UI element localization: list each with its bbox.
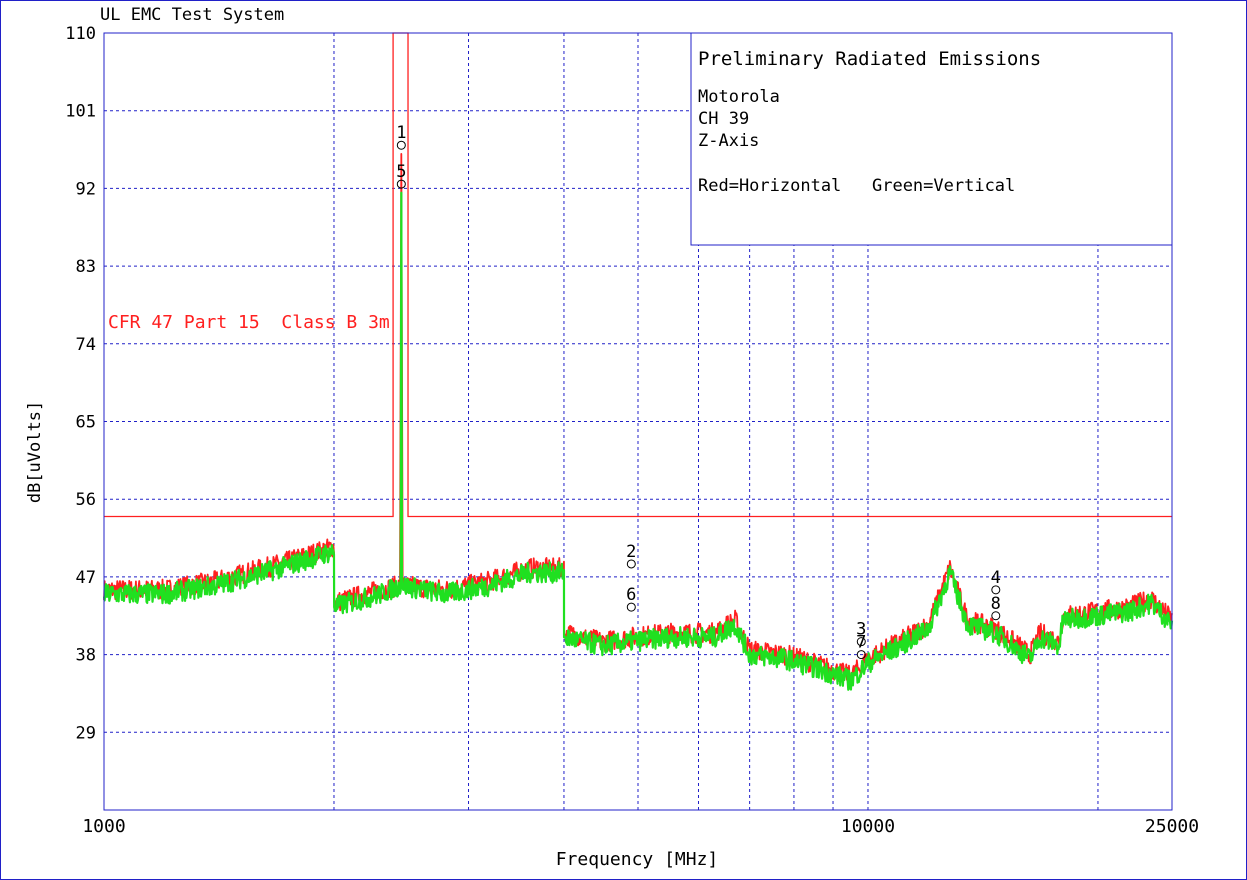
marker-label: 3 (856, 620, 866, 640)
y-tick-label: 38 (76, 646, 96, 666)
y-tick-label: 92 (76, 179, 96, 199)
marker-dot (856, 637, 866, 647)
marker-dot (991, 585, 1001, 595)
x-tick-label: 10000 (841, 816, 895, 837)
y-tick-label: 83 (76, 257, 96, 277)
y-tick-label: 74 (76, 335, 96, 355)
series-vertical (102, 191, 1174, 691)
series-group (102, 152, 1174, 691)
marker-dot (626, 602, 636, 612)
x-tick-label: 1000 (82, 816, 125, 837)
y-axis-label: dB[uVolts] (25, 401, 45, 503)
marker-dot (626, 559, 636, 569)
y-tick-label: 110 (65, 24, 96, 44)
y-tick-label: 65 (76, 413, 96, 433)
marker-label: 6 (626, 585, 636, 605)
system-title: UL EMC Test System (100, 5, 284, 25)
subtitle-axis: Z-Axis (698, 131, 759, 151)
info-box-border (690, 32, 1173, 246)
marker-dot (856, 650, 866, 660)
marker-dot (396, 140, 406, 150)
y-tick-label: 56 (76, 490, 96, 510)
subtitle-device: Motorola (698, 87, 780, 107)
plot-border (103, 32, 1173, 811)
x-tick-label: 25000 (1145, 816, 1199, 837)
marker-dot (396, 179, 406, 189)
marker-label: 4 (991, 568, 1001, 588)
y-tick-label: 101 (65, 102, 96, 122)
y-tick-label: 29 (76, 723, 96, 743)
marker-label: 2 (626, 542, 636, 562)
marker-label: 1 (396, 123, 406, 143)
x-axis-label: Frequency [MHz] (556, 849, 719, 870)
peak-markers: 1 5 2 6 37 4 8 (396, 123, 1001, 660)
marker-dot (991, 611, 1001, 621)
legend-text: Red=Horizontal Green=Vertical (698, 176, 1015, 196)
subtitle-channel: CH 39 (698, 109, 749, 129)
marker-label: 7 (856, 633, 866, 653)
marker-label: 5 (396, 162, 406, 182)
chart-title: Preliminary Radiated Emissions (698, 48, 1041, 70)
limit-label: CFR 47 Part 15 Class B 3m (108, 312, 390, 333)
marker-label: 8 (991, 594, 1001, 614)
y-tick-label: 47 (76, 568, 96, 588)
info-box: Preliminary Radiated Emissions Motorola … (690, 32, 1173, 246)
